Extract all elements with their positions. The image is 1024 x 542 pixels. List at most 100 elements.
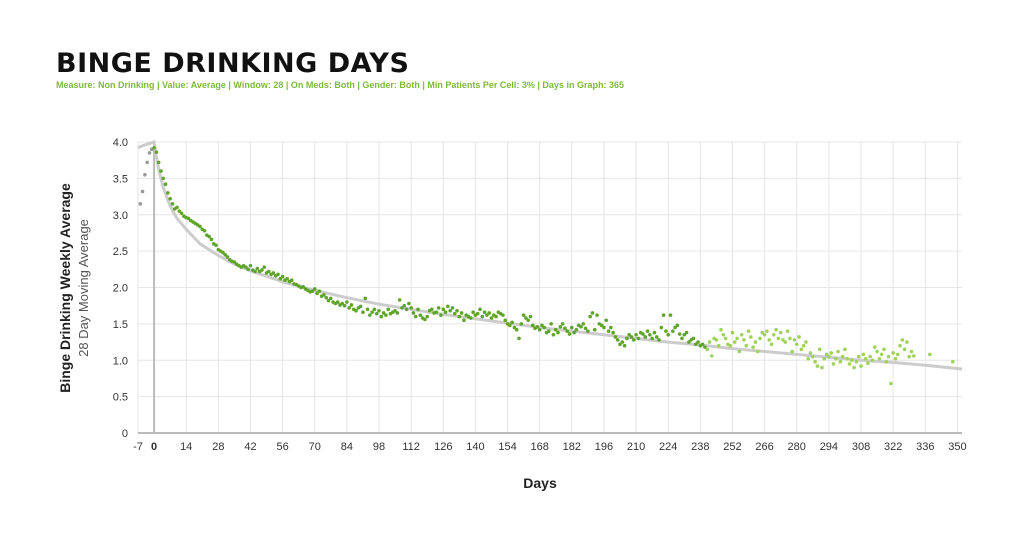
data-point bbox=[693, 342, 698, 347]
data-point bbox=[634, 332, 638, 337]
data-point bbox=[159, 169, 163, 173]
data-point bbox=[393, 308, 397, 313]
data-point bbox=[661, 313, 666, 317]
data-point bbox=[900, 338, 905, 342]
data-point bbox=[335, 300, 340, 304]
data-point bbox=[599, 323, 604, 328]
data-point bbox=[315, 291, 319, 296]
data-point bbox=[395, 311, 400, 315]
data-point bbox=[494, 314, 498, 319]
y-tick-label: 3.5 bbox=[113, 173, 128, 185]
y-tick-label: 4.0 bbox=[113, 137, 128, 149]
data-point bbox=[340, 301, 345, 306]
data-point bbox=[450, 306, 455, 310]
y-tick-labels: 0 0.5 1.0 1.5 2.0 2.5 3.0 3.5 4.0 bbox=[113, 137, 128, 440]
x-tick-label: 322 bbox=[884, 441, 902, 453]
data-point bbox=[510, 320, 514, 325]
x-tick-label: 112 bbox=[402, 441, 420, 453]
data-point bbox=[654, 335, 659, 339]
data-point bbox=[512, 325, 517, 330]
data-point bbox=[469, 316, 473, 320]
data-point bbox=[721, 332, 726, 337]
data-point bbox=[570, 325, 574, 330]
data-point bbox=[436, 306, 441, 310]
data-point bbox=[907, 354, 912, 359]
data-point bbox=[820, 365, 824, 370]
data-point bbox=[379, 314, 384, 319]
data-point bbox=[145, 160, 149, 165]
data-point bbox=[289, 278, 294, 283]
data-point bbox=[606, 329, 611, 333]
data-point bbox=[558, 324, 563, 329]
data-point bbox=[792, 338, 797, 342]
data-point bbox=[758, 336, 762, 341]
data-point bbox=[790, 349, 794, 354]
x-tick-label: -7 bbox=[133, 441, 143, 453]
data-point bbox=[345, 300, 349, 304]
data-point bbox=[563, 326, 567, 331]
y-tick-label: 1.5 bbox=[113, 319, 128, 331]
data-point bbox=[817, 347, 822, 352]
data-point bbox=[487, 311, 491, 315]
x-tick-label: 266 bbox=[755, 441, 773, 453]
data-point bbox=[677, 332, 682, 336]
data-point bbox=[370, 310, 374, 315]
y-axis-sublabel: 28 Day Moving Average bbox=[76, 219, 91, 357]
data-point bbox=[664, 329, 668, 333]
data-point bbox=[551, 332, 556, 337]
data-point bbox=[852, 365, 856, 370]
data-point bbox=[833, 356, 838, 361]
x-tick-label: 98 bbox=[373, 441, 385, 453]
data-point bbox=[675, 323, 680, 328]
data-point bbox=[870, 358, 875, 363]
data-point bbox=[684, 330, 689, 335]
data-point bbox=[723, 336, 728, 341]
data-point bbox=[156, 160, 161, 165]
data-point bbox=[813, 359, 817, 364]
chart-subtitle: Measure: Non Drinking | Value: Average |… bbox=[56, 80, 624, 90]
data-point bbox=[248, 263, 253, 268]
data-point bbox=[262, 265, 267, 269]
x-tick-label: 294 bbox=[820, 441, 838, 453]
data-point bbox=[889, 381, 893, 386]
data-point bbox=[785, 329, 790, 333]
data-point bbox=[255, 266, 260, 271]
grid-lines bbox=[137, 141, 962, 434]
data-point bbox=[951, 359, 955, 364]
data-point bbox=[416, 307, 420, 312]
data-point bbox=[574, 327, 579, 332]
data-point bbox=[595, 313, 599, 317]
data-point bbox=[875, 349, 879, 354]
data-point bbox=[540, 323, 544, 328]
data-point bbox=[765, 329, 769, 333]
data-point bbox=[407, 301, 411, 306]
data-point bbox=[441, 307, 446, 312]
data-point bbox=[471, 310, 475, 315]
data-point bbox=[751, 345, 755, 349]
data-point bbox=[147, 151, 152, 155]
data-point bbox=[666, 332, 671, 337]
data-point bbox=[583, 326, 588, 331]
data-point bbox=[152, 146, 156, 150]
x-axis-label: Days bbox=[523, 475, 557, 491]
data-point bbox=[567, 332, 572, 336]
data-point bbox=[271, 271, 276, 275]
data-point bbox=[517, 336, 521, 341]
data-point bbox=[707, 340, 712, 344]
data-point bbox=[767, 338, 771, 342]
data-point bbox=[808, 351, 813, 355]
data-point bbox=[659, 325, 664, 330]
data-point bbox=[771, 332, 776, 337]
data-point bbox=[631, 338, 636, 342]
data-point bbox=[641, 332, 645, 336]
data-point bbox=[553, 327, 558, 332]
x-tick-label: 70 bbox=[309, 441, 321, 453]
data-point bbox=[317, 289, 322, 293]
data-point bbox=[703, 345, 707, 349]
data-point bbox=[742, 338, 746, 342]
data-point bbox=[514, 327, 519, 332]
data-point bbox=[909, 349, 914, 354]
data-point bbox=[781, 338, 785, 342]
data-point bbox=[285, 276, 289, 281]
data-point bbox=[615, 338, 620, 342]
